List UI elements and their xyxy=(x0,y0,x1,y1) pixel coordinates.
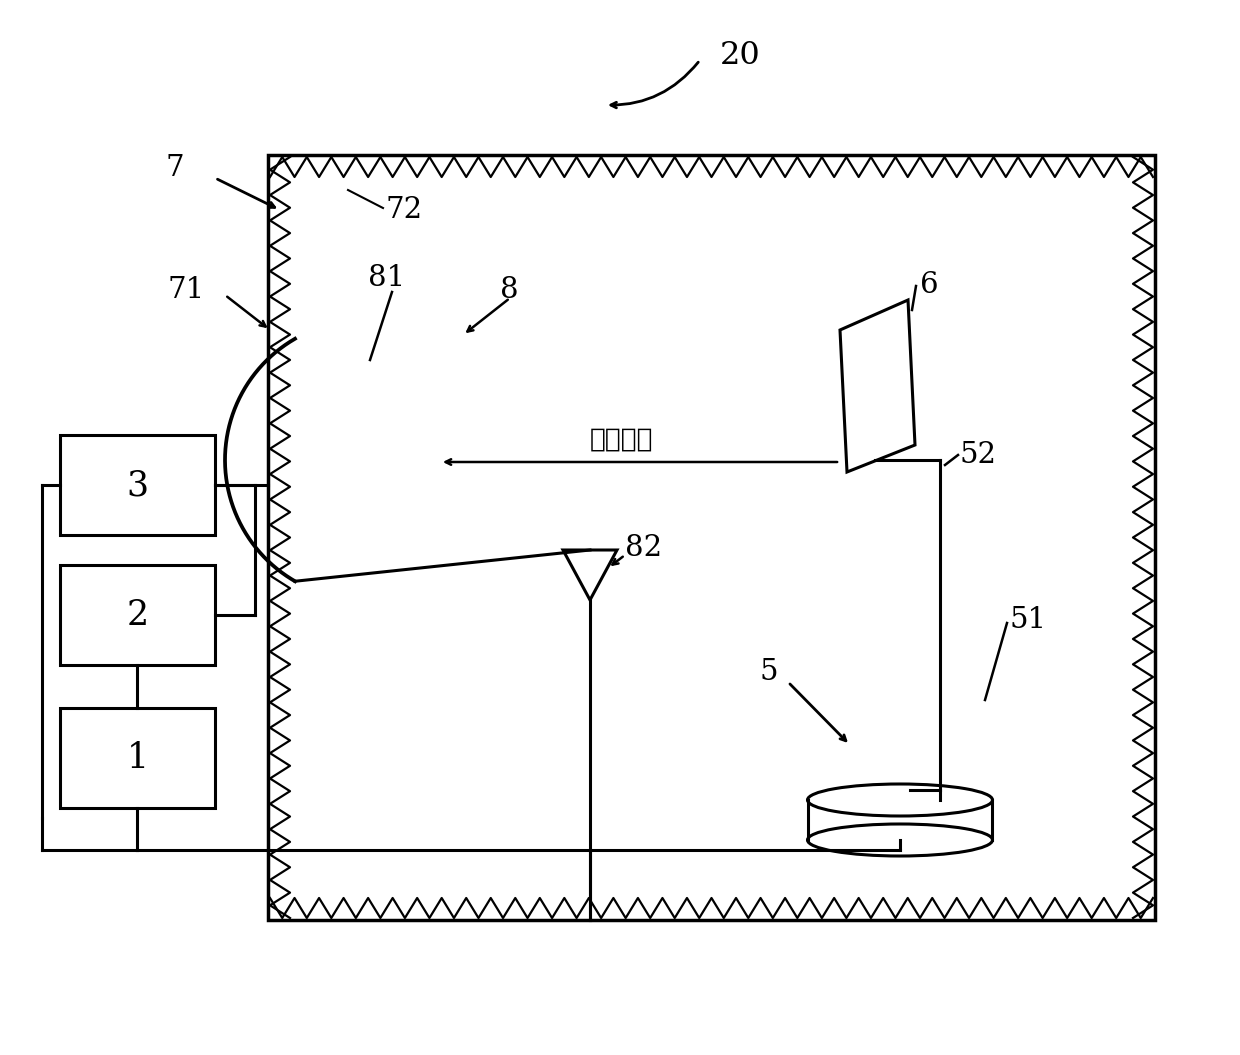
Text: 20: 20 xyxy=(720,39,761,71)
Text: 1: 1 xyxy=(126,741,149,775)
Bar xyxy=(60,565,215,665)
Text: 82: 82 xyxy=(625,534,662,562)
Text: 7: 7 xyxy=(165,154,184,183)
Text: 5: 5 xyxy=(760,658,779,686)
Text: 无线信号: 无线信号 xyxy=(590,427,653,453)
Bar xyxy=(60,708,215,808)
Text: 52: 52 xyxy=(960,441,997,469)
Text: 8: 8 xyxy=(500,276,518,304)
Text: 71: 71 xyxy=(167,276,205,304)
Text: 81: 81 xyxy=(368,264,405,292)
Bar xyxy=(268,155,1154,920)
Text: 2: 2 xyxy=(126,598,149,632)
Text: 51: 51 xyxy=(1011,606,1047,634)
Text: 6: 6 xyxy=(920,271,939,299)
Text: 3: 3 xyxy=(126,468,149,502)
Text: 72: 72 xyxy=(384,196,422,224)
Bar xyxy=(60,435,215,535)
